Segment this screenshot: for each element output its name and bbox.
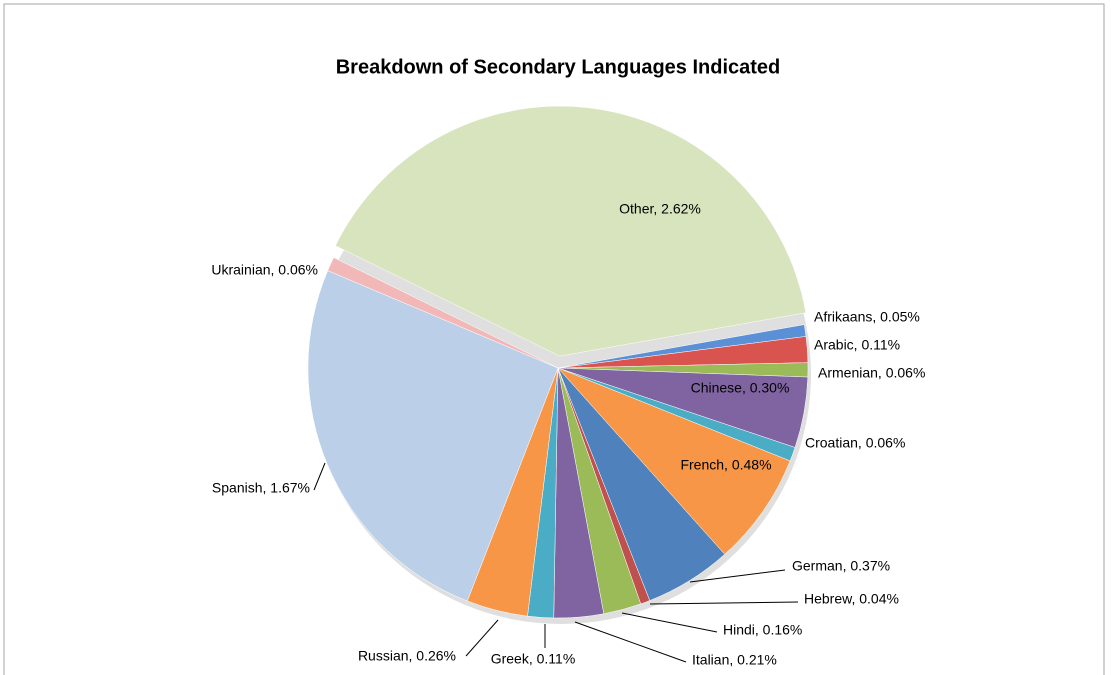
data-label: Other, 2.62% xyxy=(619,201,701,217)
leader-line xyxy=(689,569,786,583)
data-label: Chinese, 0.30% xyxy=(691,380,790,396)
data-label: German, 0.37% xyxy=(792,558,890,574)
leader-line xyxy=(313,462,326,491)
leader-line xyxy=(649,601,799,605)
pie-slice xyxy=(335,105,807,357)
data-label: Arabic, 0.11% xyxy=(814,337,900,353)
data-label: Russian, 0.26% xyxy=(358,648,456,664)
data-label: Spanish, 1.67% xyxy=(212,480,310,496)
pie-slice xyxy=(307,270,559,602)
chart-title: Breakdown of Secondary Languages Indicat… xyxy=(336,56,781,78)
leader-line xyxy=(574,621,687,663)
leader-line xyxy=(621,612,718,633)
data-label: Ukrainian, 0.06% xyxy=(211,262,318,278)
data-label: Afrikaans, 0.05% xyxy=(814,309,920,325)
leader-line xyxy=(465,619,499,657)
pie-slice xyxy=(557,367,791,555)
data-label: Armenian, 0.06% xyxy=(818,365,925,381)
data-label: French, 0.48% xyxy=(680,457,771,473)
data-label: Greek, 0.11% xyxy=(491,651,576,667)
data-label: Hebrew, 0.04% xyxy=(804,591,899,607)
data-label: Croatian, 0.06% xyxy=(805,435,905,451)
pie-slice xyxy=(327,257,559,369)
data-label: Italian, 0.21% xyxy=(692,652,777,668)
data-label: Hindi, 0.16% xyxy=(723,622,802,638)
